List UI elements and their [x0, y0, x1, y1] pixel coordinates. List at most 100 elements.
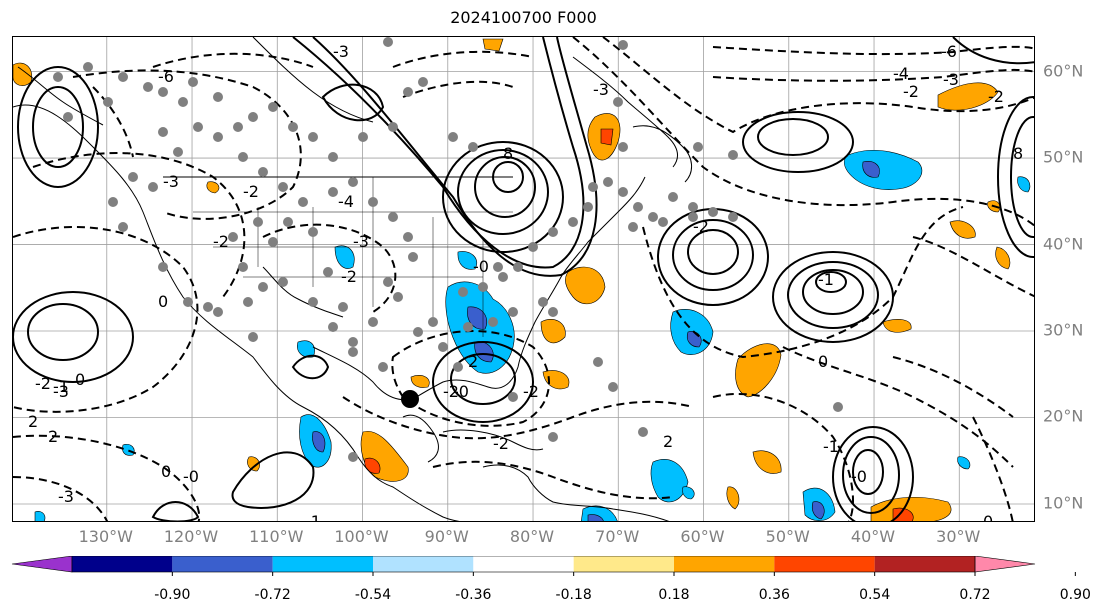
station-dot — [593, 357, 603, 367]
longitude-label: 100°W — [334, 527, 389, 546]
contour-label: -3 — [353, 232, 369, 251]
station-dot — [493, 262, 503, 272]
station-dot — [368, 197, 378, 207]
longitude-label: 40°W — [850, 527, 896, 546]
station-dot — [348, 452, 358, 462]
contour-line — [450, 353, 516, 405]
contour-label: -2 — [243, 182, 259, 201]
map-title: 2024100700 F000 — [450, 8, 597, 27]
colorbar-outline — [71, 556, 976, 573]
station-dot — [618, 40, 628, 50]
coastline — [442, 429, 544, 451]
negative-anomaly-patch — [843, 150, 923, 190]
positive-anomaly-patch — [564, 266, 606, 305]
negative-anomaly-patch — [474, 341, 494, 363]
positive-anomaly-patch — [892, 507, 914, 521]
contour-line — [892, 356, 1014, 418]
contour-line — [952, 37, 1034, 65]
station-dot — [388, 122, 398, 132]
station-dot — [158, 87, 168, 97]
colorbar-segment — [473, 556, 574, 572]
contour-label: -1 — [818, 270, 834, 289]
station-dot — [228, 232, 238, 242]
station-markers — [53, 37, 843, 462]
positive-anomaly-patch — [726, 486, 740, 510]
station-dot — [213, 92, 223, 102]
map-canvas: -6-3-4-2-6 -3-2-38 8-3-2-4-3-22-1-3-220-0-… — [13, 37, 1034, 521]
contour-label: -6 — [158, 67, 174, 86]
station-dot — [833, 402, 843, 412]
longitude-label: 80°W — [509, 527, 555, 546]
station-dot — [388, 212, 398, 222]
station-dot — [278, 277, 288, 287]
station-dot — [308, 297, 318, 307]
contour-line — [712, 45, 1034, 56]
colorbar-segment — [573, 556, 674, 572]
contour-label: -2 — [988, 87, 1004, 106]
contour-label: -3 — [58, 487, 74, 506]
coastline — [252, 37, 374, 123]
station-dot — [308, 132, 318, 142]
negative-anomaly-patch — [457, 251, 478, 270]
contour-line — [13, 226, 199, 413]
contour-line — [572, 37, 1034, 227]
latitude-label: 50°N — [1043, 147, 1084, 167]
station-dot — [108, 197, 118, 207]
contour-line — [72, 69, 302, 220]
colorbar-segment — [172, 556, 273, 572]
colorbar-tick-label: 0.54 — [859, 587, 891, 603]
station-dot — [348, 337, 358, 347]
contours — [13, 37, 1034, 521]
colorbar-segment — [72, 556, 173, 572]
colorbar-segment — [874, 556, 975, 572]
colorbar-segment — [272, 556, 373, 572]
station-dot — [403, 87, 413, 97]
contour-label: -2 — [213, 232, 229, 251]
negative-anomaly-patch — [122, 444, 135, 456]
coastline — [17, 66, 104, 126]
colorbar-segment — [674, 556, 775, 572]
contour-line — [32, 152, 246, 298]
coastlines — [13, 37, 692, 521]
positive-anomaly-patch — [949, 220, 976, 239]
colorbar-tick-label: -0.72 — [254, 587, 291, 603]
colorbar-extend-high — [974, 556, 1036, 573]
station-dot — [158, 127, 168, 137]
negative-anomaly-patch — [34, 511, 46, 521]
colorbar-tick-label: -0.36 — [455, 587, 492, 603]
positive-anomaly-patch — [206, 181, 220, 194]
shaded-anomalies — [13, 38, 1031, 521]
station-dot — [618, 142, 628, 152]
station-dot — [148, 182, 158, 192]
station-dot — [603, 177, 613, 187]
station-dot — [158, 262, 168, 272]
coastline — [13, 104, 460, 521]
station-dot — [418, 77, 428, 87]
contour-line — [687, 229, 739, 275]
station-dot — [288, 122, 298, 132]
contour-line — [13, 434, 201, 521]
contour-line — [262, 223, 397, 313]
contour-label: -1 — [823, 437, 839, 456]
contour-line — [712, 68, 1034, 82]
longitude-label: 50°W — [765, 527, 810, 546]
contour-line — [642, 206, 964, 359]
contour-label: 0 — [161, 462, 171, 481]
station-dot — [53, 72, 63, 82]
contour-label: -3 — [53, 382, 69, 401]
latitude-label: 30°N — [1043, 320, 1084, 340]
storm-center-marker — [401, 390, 419, 408]
positive-anomaly-patch — [752, 450, 782, 474]
contour-label: -3 — [593, 80, 609, 99]
contour-label: -2 — [35, 374, 51, 393]
colorbar-tick-label: -0.18 — [555, 587, 592, 603]
contour-line — [402, 80, 514, 98]
positive-anomaly-patch — [13, 62, 33, 86]
contour-label: 8 — [503, 144, 513, 163]
station-dot — [708, 207, 718, 217]
coastline — [312, 176, 646, 401]
station-dot — [668, 192, 678, 202]
contour-label: -3 — [943, 70, 959, 89]
negative-anomaly-patch — [587, 514, 604, 521]
station-dot — [633, 202, 643, 212]
